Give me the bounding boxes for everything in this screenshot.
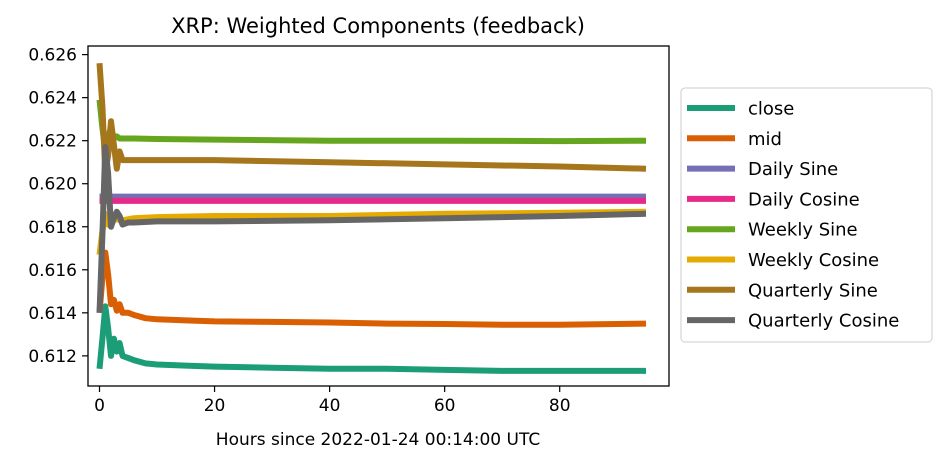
y-tick-label: 0.612	[28, 347, 77, 367]
y-axis: 0.612 0.614 0.616 0.618 0.620 0.622 0.624 0.626	[28, 46, 88, 367]
legend-label: Daily Sine	[748, 159, 838, 180]
x-axis: 0 20 40 60 80	[94, 386, 571, 416]
legend: close mid Daily Sine Daily Cosine Weekly Sin…	[680, 87, 933, 343]
series-layer	[96, 62, 647, 374]
x-tick-label: 0	[94, 396, 105, 416]
legend-label: mid	[748, 129, 782, 150]
legend-label: Quarterly Cosine	[748, 311, 899, 332]
legend-label: close	[748, 99, 794, 120]
y-tick-label: 0.622	[28, 132, 77, 152]
series-line-mid	[96, 249, 647, 328]
chart-title: XRP: Weighted Components (feedback)	[171, 14, 585, 38]
legend-label: Daily Cosine	[748, 189, 860, 210]
y-tick-label: 0.616	[28, 261, 77, 281]
series-line-quarterly-cosine	[96, 144, 647, 313]
series-line-quarterly-sine	[96, 62, 647, 176]
x-tick-label: 40	[319, 396, 341, 416]
x-axis-label: Hours since 2022-01-24 00:14:00 UTC	[216, 430, 540, 450]
legend-label: Weekly Sine	[748, 220, 858, 241]
legend-frame	[680, 87, 933, 343]
series-line-weekly-sine	[96, 99, 647, 155]
y-tick-label: 0.614	[28, 304, 77, 324]
x-tick-label: 60	[434, 396, 456, 416]
legend-label: Weekly Cosine	[748, 250, 879, 271]
series-line-close	[96, 303, 646, 374]
plot-frame	[87, 45, 670, 387]
legend-label: Quarterly Sine	[748, 280, 878, 301]
y-tick-label: 0.624	[28, 89, 77, 109]
y-tick-label: 0.618	[28, 218, 77, 238]
x-tick-label: 80	[549, 396, 571, 416]
x-tick-label: 20	[204, 396, 226, 416]
y-tick-label: 0.620	[28, 175, 77, 195]
y-tick-label: 0.626	[28, 46, 77, 66]
